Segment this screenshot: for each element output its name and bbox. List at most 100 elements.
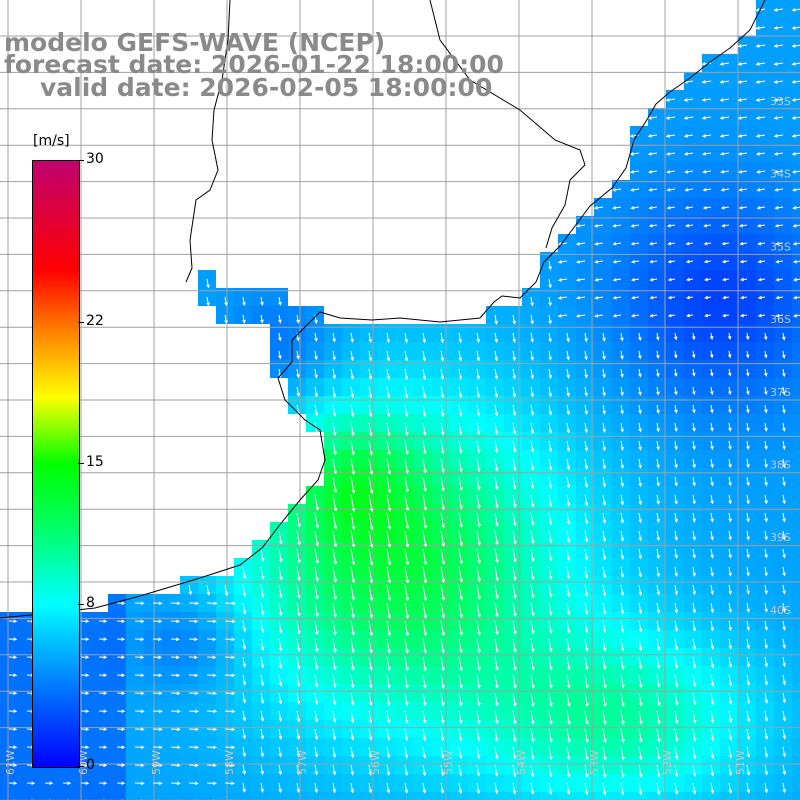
wind-arrow — [763, 332, 768, 341]
wind-arrow — [602, 530, 607, 543]
wind-arrow — [350, 584, 356, 601]
wind-arrow — [386, 404, 391, 418]
speed-cell — [792, 720, 800, 738]
wind-arrow — [782, 710, 787, 722]
speed-cell — [342, 792, 360, 800]
wind-arrow — [44, 781, 54, 786]
wind-arrow — [404, 746, 409, 759]
speed-cell — [738, 792, 756, 800]
wind-arrow — [494, 350, 499, 362]
wind-arrow — [620, 584, 625, 597]
wind-arrow — [746, 710, 751, 723]
wind-arrow — [602, 494, 607, 506]
wind-arrow — [8, 655, 18, 660]
wind-arrow — [530, 710, 535, 725]
wind-arrow — [764, 746, 769, 758]
wind-arrow — [494, 746, 499, 760]
speed-cell — [378, 792, 396, 800]
wind-arrow — [656, 368, 660, 378]
wind-arrow — [692, 566, 696, 577]
wind-arrow — [602, 422, 606, 434]
wind-arrow — [224, 673, 236, 678]
wind-arrow — [656, 674, 661, 689]
wind-arrow — [224, 781, 235, 786]
speed-cell — [792, 396, 800, 414]
wind-arrow — [278, 782, 282, 794]
wind-arrow — [116, 655, 126, 660]
wind-arrow — [630, 224, 640, 228]
wind-arrow — [710, 710, 715, 724]
wind-arrow — [782, 458, 786, 469]
wind-arrow — [764, 368, 768, 377]
wind-arrow — [386, 458, 392, 475]
wind-arrow — [548, 728, 553, 743]
wind-arrow — [188, 637, 199, 642]
wind-arrow — [386, 332, 391, 344]
wind-arrow — [602, 512, 607, 525]
wind-arrow — [530, 332, 534, 343]
wind-arrow — [80, 727, 90, 732]
speed-cell — [792, 162, 800, 180]
wind-arrow — [170, 727, 181, 732]
wind-arrow — [278, 314, 282, 324]
wind-arrow — [242, 692, 247, 704]
speed-cell — [792, 180, 800, 198]
wind-arrow — [656, 548, 661, 560]
wind-arrow — [548, 548, 553, 562]
wind-arrow — [278, 350, 282, 360]
wind-arrow — [692, 404, 696, 414]
wind-arrow — [404, 692, 409, 707]
wind-arrow — [422, 746, 427, 759]
wind-arrow — [548, 314, 552, 325]
wind-arrow — [721, 223, 730, 228]
wind-arrow — [98, 763, 108, 768]
speed-cell — [792, 72, 800, 90]
wind-arrow — [206, 296, 210, 307]
wind-arrow — [278, 728, 283, 740]
wind-arrow — [458, 566, 464, 583]
wind-arrow — [458, 494, 463, 510]
wind-arrow — [512, 386, 517, 398]
wind-arrow — [782, 656, 786, 668]
wind-arrow — [638, 368, 642, 378]
speed-cell — [792, 450, 800, 468]
wind-arrow — [260, 584, 265, 598]
wind-arrow — [638, 584, 643, 596]
wind-arrow — [422, 368, 427, 381]
wind-arrow — [440, 530, 446, 548]
speed-cell — [648, 792, 666, 800]
wind-arrow — [458, 440, 463, 455]
wind-arrow — [602, 332, 606, 342]
wind-arrow — [728, 638, 733, 650]
wind-arrow — [278, 638, 283, 652]
wind-arrow — [278, 584, 283, 599]
wind-arrow — [782, 566, 786, 577]
wind-arrow — [656, 494, 660, 505]
wind-arrow — [557, 314, 568, 318]
wind-arrow — [206, 278, 210, 289]
wind-arrow — [602, 368, 606, 379]
wind-arrow — [350, 692, 355, 706]
wind-arrow — [530, 566, 535, 581]
wind-arrow — [242, 638, 247, 651]
wind-arrow — [710, 602, 715, 614]
wind-arrow — [665, 116, 676, 120]
wind-arrow — [494, 368, 499, 380]
wind-arrow — [368, 368, 373, 380]
wind-arrow — [170, 655, 180, 660]
wind-arrow — [422, 638, 427, 655]
wind-arrow — [674, 764, 679, 778]
wind-arrow — [314, 620, 319, 636]
lon-label: 59W — [150, 750, 163, 775]
wind-arrow — [188, 655, 199, 660]
wind-arrow — [710, 692, 715, 706]
speed-cell — [126, 792, 144, 800]
wind-arrow — [332, 638, 337, 654]
wind-arrow — [548, 260, 552, 271]
wind-arrow — [692, 386, 696, 396]
wind-arrow — [314, 710, 319, 723]
wind-arrow — [638, 674, 643, 689]
wind-arrow — [296, 620, 301, 635]
wind-arrow — [404, 638, 409, 655]
wind-arrow — [710, 494, 714, 505]
